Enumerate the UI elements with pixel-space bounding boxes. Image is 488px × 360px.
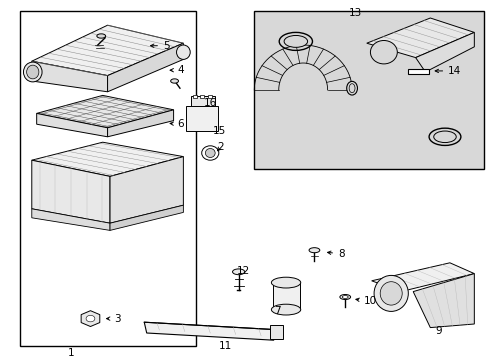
Text: 5: 5 — [150, 41, 169, 51]
Bar — [200, 95, 204, 98]
Polygon shape — [32, 61, 107, 92]
Polygon shape — [32, 25, 183, 76]
Bar — [407, 69, 428, 74]
Text: 10: 10 — [355, 296, 376, 306]
Text: 9: 9 — [435, 326, 442, 336]
Bar — [193, 95, 197, 98]
Ellipse shape — [348, 84, 354, 93]
Text: 4: 4 — [170, 65, 184, 75]
Text: 1: 1 — [67, 348, 74, 358]
Polygon shape — [415, 32, 473, 72]
Bar — [207, 95, 211, 98]
Text: 14: 14 — [434, 66, 461, 76]
Ellipse shape — [232, 269, 244, 275]
Ellipse shape — [271, 304, 300, 315]
Ellipse shape — [201, 146, 219, 160]
Ellipse shape — [97, 34, 105, 38]
Ellipse shape — [26, 65, 39, 79]
Ellipse shape — [308, 248, 319, 253]
Polygon shape — [32, 142, 183, 176]
Bar — [185, 106, 217, 131]
Polygon shape — [37, 113, 107, 137]
Text: 3: 3 — [106, 314, 121, 324]
Ellipse shape — [279, 32, 312, 50]
Text: 8: 8 — [327, 249, 344, 259]
Ellipse shape — [370, 40, 396, 64]
Ellipse shape — [339, 294, 350, 300]
Text: 7: 7 — [273, 306, 280, 316]
Ellipse shape — [433, 131, 455, 143]
Bar — [254, 11, 483, 169]
Bar — [272, 282, 299, 310]
Ellipse shape — [205, 149, 215, 158]
Ellipse shape — [380, 282, 401, 305]
Text: 12: 12 — [236, 266, 249, 276]
Polygon shape — [366, 18, 473, 58]
Text: 13: 13 — [347, 8, 361, 18]
Bar — [190, 96, 215, 106]
Ellipse shape — [373, 275, 407, 311]
Ellipse shape — [428, 128, 460, 145]
Ellipse shape — [346, 81, 357, 95]
Text: 15: 15 — [212, 126, 225, 136]
Polygon shape — [107, 110, 173, 137]
Polygon shape — [32, 209, 110, 230]
Polygon shape — [32, 160, 110, 223]
Bar — [270, 325, 282, 339]
Text: 6: 6 — [170, 119, 184, 129]
Text: 16: 16 — [203, 98, 217, 108]
Polygon shape — [412, 274, 473, 328]
Text: 2: 2 — [217, 141, 224, 152]
Ellipse shape — [284, 35, 307, 47]
Ellipse shape — [170, 79, 178, 83]
Ellipse shape — [23, 62, 42, 82]
Ellipse shape — [271, 277, 300, 288]
Text: 11: 11 — [219, 341, 232, 351]
Polygon shape — [371, 263, 473, 292]
Bar — [20, 11, 195, 346]
Ellipse shape — [176, 45, 190, 59]
Polygon shape — [110, 157, 183, 223]
Ellipse shape — [342, 296, 347, 298]
Polygon shape — [144, 322, 273, 340]
Polygon shape — [110, 205, 183, 230]
Polygon shape — [107, 43, 183, 92]
Polygon shape — [37, 95, 173, 128]
Ellipse shape — [86, 315, 95, 322]
